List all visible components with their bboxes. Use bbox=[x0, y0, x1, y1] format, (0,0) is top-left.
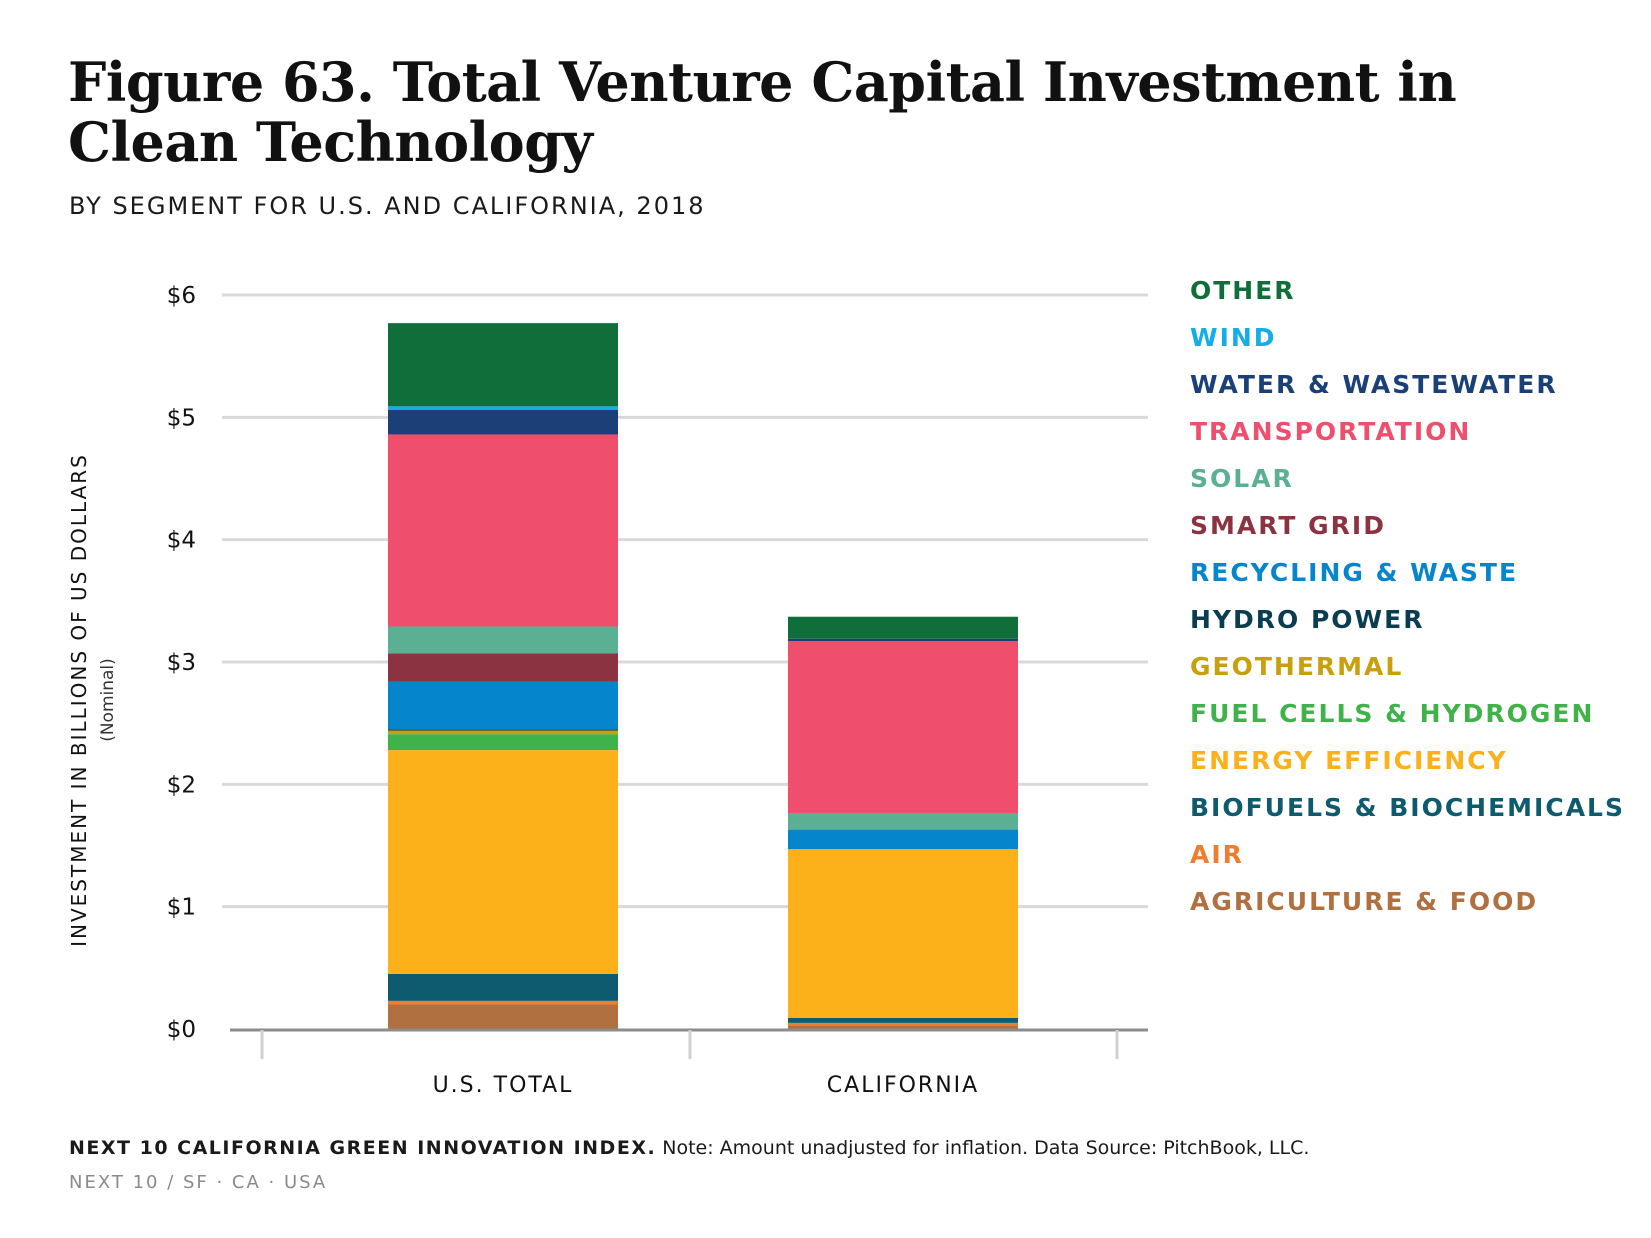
bar-segment-air bbox=[388, 1000, 618, 1005]
y-tick-labels: $0 $1 $2 $3 $4 $5 $6 bbox=[167, 283, 196, 1043]
legend-item: TRANSPORTATION bbox=[1190, 417, 1472, 446]
bar-segment-energy-efficiency bbox=[788, 849, 1018, 1018]
y-tick-label: $4 bbox=[167, 528, 196, 554]
y-axis-note: (Nominal) bbox=[98, 658, 118, 742]
bar-segment-biofuels-biochemicals bbox=[788, 1017, 1018, 1023]
bar-segment-agriculture-food bbox=[788, 1025, 1018, 1029]
bar-segment-agriculture-food bbox=[388, 1004, 618, 1029]
y-tick-label: $2 bbox=[167, 772, 196, 798]
legend-item: SMART GRID bbox=[1190, 511, 1386, 540]
y-tick-label: $6 bbox=[167, 283, 196, 309]
legend-item: RECYCLING & WASTE bbox=[1190, 558, 1519, 587]
footer-brand: NEXT 10 CALIFORNIA GREEN INNOVATION INDE… bbox=[69, 1137, 657, 1159]
y-axis-title: INVESTMENT IN BILLIONS OF US DOLLARS (Nom… bbox=[67, 453, 118, 947]
legend-item: AIR bbox=[1190, 840, 1244, 869]
legend: OTHER WIND WATER & WASTEWATER TRANSPORTATIO… bbox=[1190, 276, 1625, 934]
y-tick-label: $3 bbox=[167, 650, 196, 676]
bar-segment-recycling-waste bbox=[388, 681, 618, 730]
bar-segment-smart-grid bbox=[388, 653, 618, 682]
bar-segment-solar bbox=[788, 813, 1018, 830]
y-tick-label: $1 bbox=[167, 895, 196, 921]
bar-segment-other bbox=[388, 323, 618, 407]
bar-segment-water-wastewater bbox=[388, 409, 618, 435]
legend-item: ENERGY EFFICIENCY bbox=[1190, 746, 1508, 775]
legend-item: FUEL CELLS & HYDROGEN bbox=[1190, 699, 1595, 728]
bar-segment-wind bbox=[388, 406, 618, 410]
legend-item: BIOFUELS & BIOCHEMICALS bbox=[1190, 793, 1625, 822]
category-label: U.S. TOTAL bbox=[433, 1073, 574, 1098]
footer-note: Note: Amount unadjusted for inflation. D… bbox=[662, 1137, 1310, 1159]
legend-item: GEOTHERMAL bbox=[1190, 652, 1404, 681]
bar-segment-solar bbox=[388, 626, 618, 654]
bar-segment-other bbox=[788, 616, 1018, 639]
x-axis bbox=[230, 1028, 1148, 1059]
y-tick-label: $0 bbox=[167, 1017, 196, 1043]
bar-segment-transportation bbox=[388, 434, 618, 627]
bar-segment-biofuels-biochemicals bbox=[388, 973, 618, 1001]
category-labels: U.S. TOTAL CALIFORNIA bbox=[433, 1073, 979, 1098]
bars bbox=[388, 323, 1018, 1029]
bar-segment-hydro-power bbox=[388, 729, 618, 731]
bar-segment-air bbox=[788, 1022, 1018, 1026]
y-axis-label: INVESTMENT IN BILLIONS OF US DOLLARS bbox=[67, 453, 91, 947]
page-title: Figure 63. Total Venture Capital Investm… bbox=[68, 50, 1457, 174]
legend-item: OTHER bbox=[1190, 276, 1296, 305]
chart-subtitle: BY SEGMENT FOR U.S. AND CALIFORNIA, 2018 bbox=[69, 192, 706, 220]
legend-item: AGRICULTURE & FOOD bbox=[1190, 887, 1539, 916]
bar-segment-fuel-cells-hydrogen bbox=[388, 734, 618, 751]
y-tick-label: $5 bbox=[167, 405, 196, 431]
bar-segment-geothermal bbox=[388, 730, 618, 735]
legend-item: WIND bbox=[1190, 323, 1277, 352]
bar-segment-transportation bbox=[788, 641, 1018, 814]
legend-item: HYDRO POWER bbox=[1190, 605, 1425, 634]
bar-segment-energy-efficiency bbox=[388, 750, 618, 974]
bar-segment-recycling-waste bbox=[788, 829, 1018, 850]
legend-item: WATER & WASTEWATER bbox=[1190, 370, 1558, 399]
footer-tagline: NEXT 10 / SF · CA · USA bbox=[69, 1172, 328, 1193]
category-label: CALIFORNIA bbox=[827, 1073, 979, 1098]
footer-source: NEXT 10 CALIFORNIA GREEN INNOVATION INDE… bbox=[69, 1137, 1309, 1159]
legend-item: SOLAR bbox=[1190, 464, 1294, 493]
bar-segment-water-wastewater bbox=[788, 638, 1018, 642]
